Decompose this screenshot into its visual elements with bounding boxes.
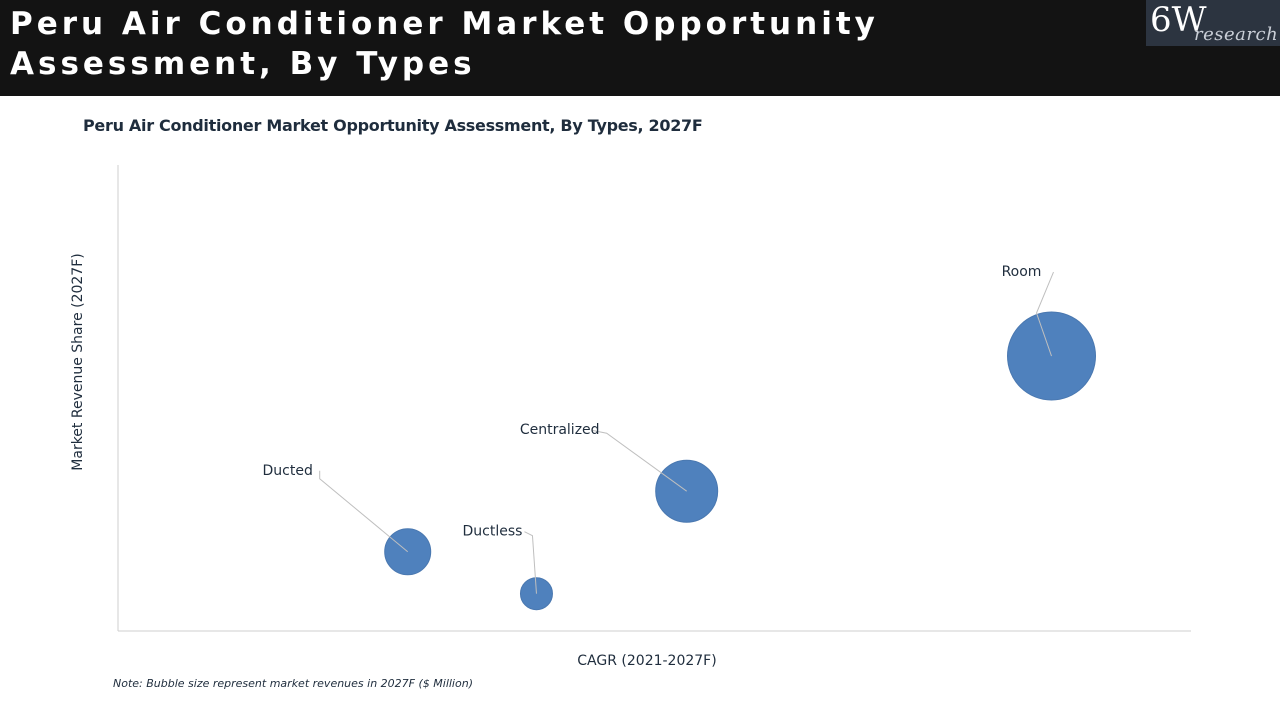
- brand-logo: 6W research: [1146, 0, 1280, 46]
- leader-line-room: [1035, 271, 1054, 357]
- leader-line-ductless: [524, 531, 537, 594]
- chart-footnote: Note: Bubble size represent market reven…: [113, 677, 473, 690]
- y-axis-label: Market Revenue Share (2027F): [70, 253, 86, 470]
- leader-line-ducted: [319, 470, 409, 553]
- chart-title: Peru Air Conditioner Market Opportunity …: [83, 116, 703, 135]
- page-title: Peru Air Conditioner Market Opportunity …: [10, 6, 879, 82]
- header-bar: Peru Air Conditioner Market Opportunity …: [0, 0, 1280, 96]
- data-label-room: Room: [1002, 264, 1042, 280]
- data-label-centralized: Centralized: [520, 422, 600, 438]
- logo-wordmark: research: [1194, 24, 1279, 45]
- leader-line-centralized: [591, 429, 687, 492]
- x-axis-label: CAGR (2021-2027F): [577, 653, 716, 669]
- data-label-ducted: Ducted: [263, 463, 313, 479]
- logo-mark: 6W: [1150, 0, 1207, 40]
- data-label-ductless: Ductless: [463, 524, 523, 540]
